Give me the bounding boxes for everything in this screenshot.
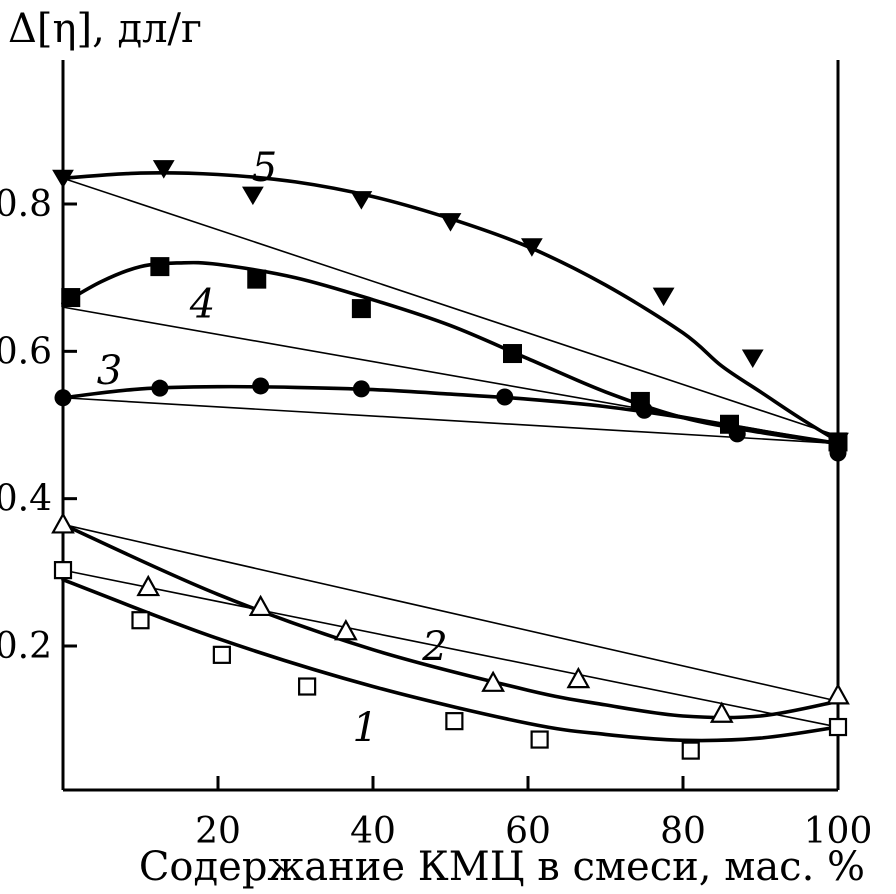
curve-label-4: 4 (189, 281, 215, 327)
data-point (741, 349, 764, 368)
additive-line-1 (62, 569, 839, 728)
data-point (503, 344, 522, 364)
data-point (53, 561, 73, 580)
data-point (720, 414, 739, 434)
ticks: 20 40 60 80 100 0.2 0.4 0.6 0.8 (0, 184, 872, 852)
data-point (496, 388, 514, 406)
fit-curve-1 (61, 577, 840, 743)
data-point (247, 269, 267, 289)
curve-labels: 12 3 4 5 (97, 145, 448, 751)
curve-label-3: 3 (97, 348, 122, 394)
fit-curve-4 (61, 260, 840, 446)
curve-label-2: 2 (421, 624, 447, 670)
y-axis-title: Δ[η], дл/г (8, 6, 202, 52)
data-point (298, 677, 317, 696)
data-point (252, 377, 270, 395)
additive-line-5 (62, 177, 839, 437)
x-tick-label: 60 (505, 811, 551, 852)
data-point (212, 645, 231, 664)
data-point (248, 594, 273, 617)
x-tick-label: 20 (195, 811, 241, 852)
data-point (351, 299, 371, 319)
data-point (151, 379, 169, 397)
data-point (439, 213, 462, 232)
x-axis-title: Содержание КМЦ в смеси, мас. % (139, 844, 865, 890)
data-point (652, 287, 675, 307)
y-tick-label: 0.4 (0, 479, 52, 520)
y-tick-label: 0.8 (0, 184, 52, 225)
y-tick-label: 0.2 (0, 626, 52, 667)
data-point (530, 730, 549, 749)
additive-line-3 (62, 396, 839, 445)
x-tick-label: 100 (804, 811, 873, 852)
data-point (709, 701, 734, 723)
data-point (481, 670, 505, 692)
fit-curves (61, 171, 840, 743)
curve-label-1: 1 (353, 705, 378, 751)
additive-line-2 (62, 523, 839, 703)
data-markers (51, 160, 850, 760)
data-point (136, 574, 161, 597)
y-tick-label: 0.6 (0, 331, 52, 372)
data-point (150, 257, 170, 277)
fit-curve-2 (61, 522, 840, 720)
data-point (352, 380, 370, 398)
data-point (334, 619, 358, 641)
fit-curve-5 (61, 171, 840, 443)
data-point (445, 712, 464, 731)
x-tick-label: 40 (350, 811, 396, 852)
data-point (521, 238, 543, 257)
data-point (827, 432, 849, 452)
data-point (630, 391, 650, 411)
curve-label-5: 5 (252, 145, 277, 191)
x-tick-label: 80 (660, 811, 706, 852)
additive-lines (62, 177, 839, 728)
data-point (826, 683, 850, 705)
data-point (131, 611, 150, 630)
data-point (51, 512, 75, 534)
data-point (152, 160, 175, 179)
data-point (54, 389, 72, 407)
data-point (828, 717, 848, 737)
data-point (242, 186, 264, 206)
data-point (61, 288, 81, 308)
data-point (681, 741, 700, 760)
data-point (52, 169, 74, 189)
data-point (350, 191, 373, 210)
data-point (566, 666, 591, 689)
